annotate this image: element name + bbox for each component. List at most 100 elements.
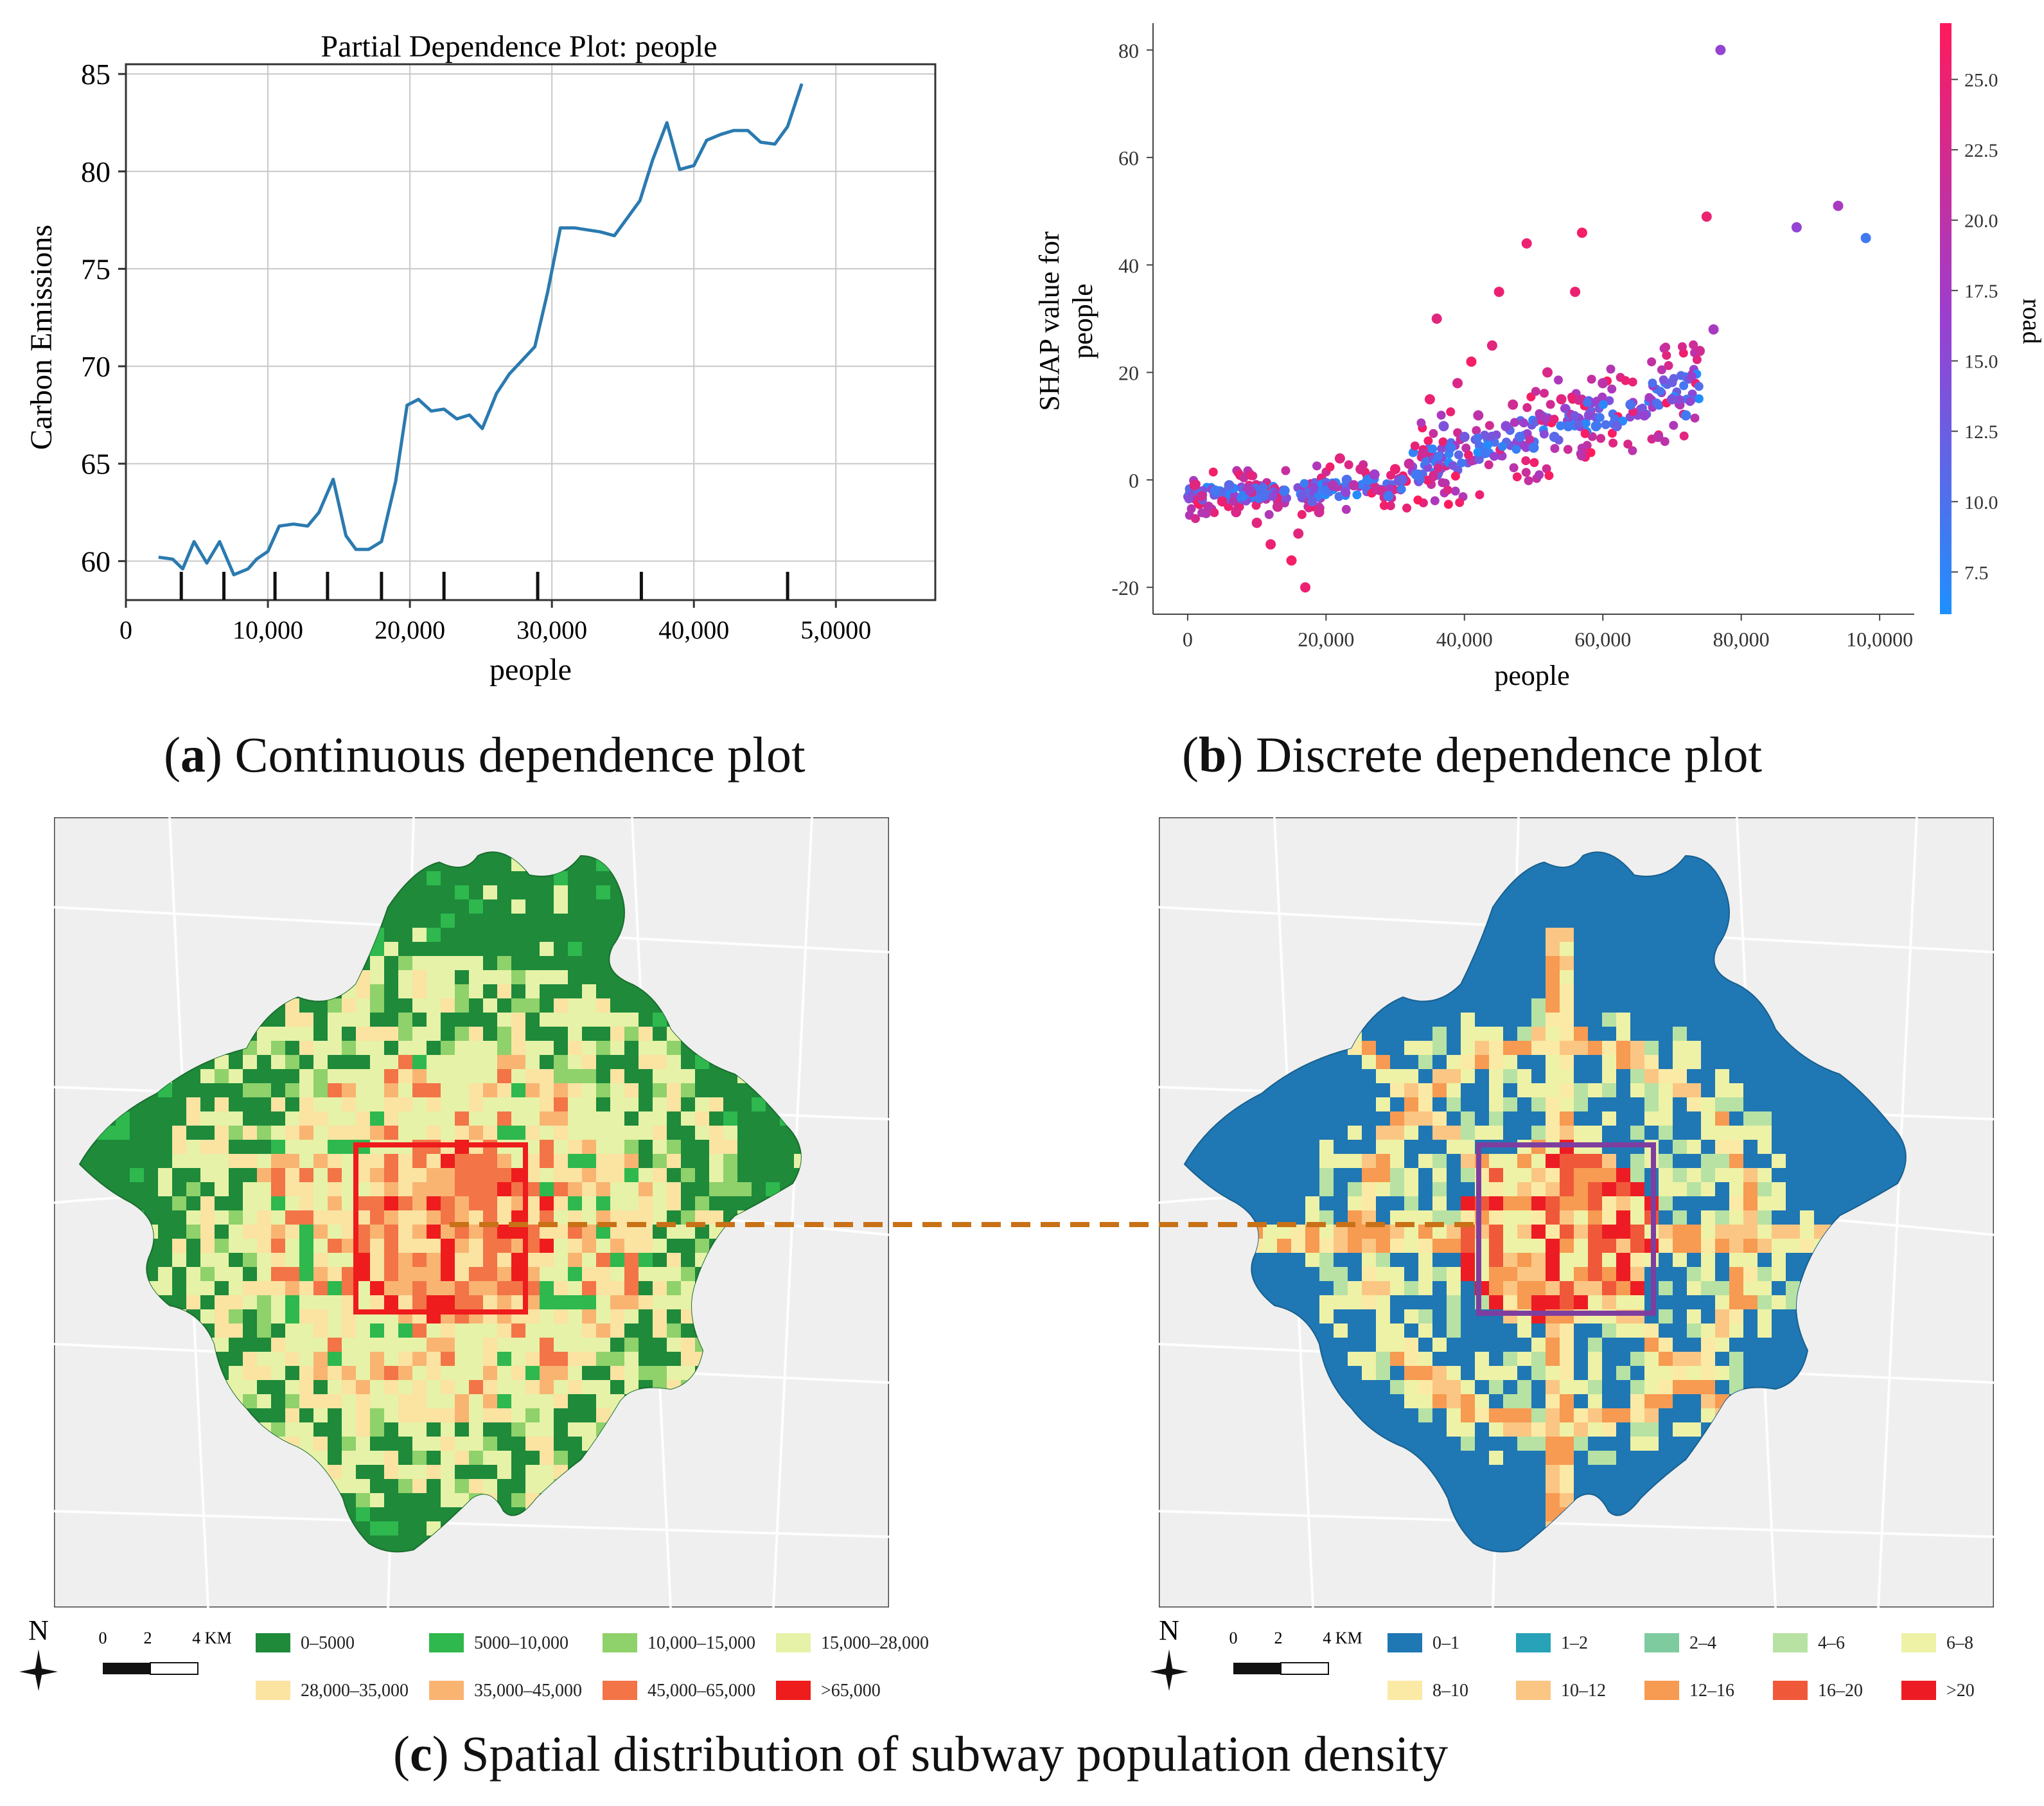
map-right-cell [1560,1422,1574,1437]
map-left-cell [511,1239,525,1253]
map-left-cell [356,1451,370,1465]
map-right-cell [1574,1239,1588,1253]
map-left-cell [540,1111,554,1126]
map-left-cell [243,1239,257,1253]
shap-point [1598,378,1608,389]
shap-point [1531,387,1540,396]
map-left-cell [356,1083,370,1097]
map-left-cell [653,1126,667,1140]
map-left-cell [469,1154,483,1168]
map-left-cell [356,1239,370,1253]
legend-swatch [429,1681,464,1700]
map-left-cell [582,1140,596,1154]
map-right-cell [1461,1140,1475,1154]
shap-point [1475,490,1485,500]
shap-point [1701,211,1712,222]
map-left-cell [342,1182,356,1196]
map-left-cell [370,1196,384,1210]
map-left-cell [299,1422,313,1437]
shap-point [1508,399,1519,410]
map-left-cell [398,1253,412,1267]
map-right-cell [1277,1225,1291,1239]
map-left-cell [356,998,370,1013]
map-left-cell [172,1196,186,1210]
map-left-cell [639,1196,653,1210]
map-left-cell [455,1324,469,1338]
shap-point [1611,421,1622,432]
map-left-cell [186,1097,200,1111]
map-left-cell [525,1196,540,1210]
map-right-cell [1376,1225,1390,1239]
map-left-cell [525,1352,540,1366]
legend-swatch [776,1633,811,1652]
shap-point [1560,403,1569,413]
map-right-cell [1461,1422,1475,1437]
pdp-y-axis-label: Carbon Emissions [24,225,58,450]
map-right-cell [1362,1295,1376,1309]
map-left-cell [568,1111,582,1126]
map-right-cell [1531,1239,1546,1253]
map-left-cell [427,1182,441,1196]
map-left-cell [229,1267,243,1281]
map-left-cell [370,1408,384,1422]
map-left-cell [398,1465,412,1479]
map-right-cell [1729,1196,1743,1210]
map-left-cell [398,1394,412,1408]
map-left-cell [681,1168,695,1182]
map-right-cell [1334,1295,1348,1309]
map-left-cell [215,1154,229,1168]
map-right-cell [1503,1154,1517,1168]
map-left-cell [568,1196,582,1210]
map-right-cell [1659,1394,1673,1408]
map-right-cell [1574,1210,1588,1225]
map-left-cell [356,1281,370,1295]
map-left-cell [667,1253,681,1267]
map-left-cell [695,1126,709,1140]
map-left-cell [610,1097,624,1111]
map-left-cell [342,1013,356,1027]
map-left-cell [639,1182,653,1196]
map-right-cell [1560,1338,1574,1352]
map-left-cell [427,956,441,970]
map-right-cell [1729,1309,1743,1324]
map-right-cell [1729,1281,1743,1295]
map-left-cell [554,1267,568,1281]
shap-point [1652,398,1661,408]
shap-colorbar-ticks: 7.510.012.515.017.520.022.525.0 [1951,70,1998,583]
map-left-cell [370,1069,384,1083]
map-left-cell [554,1451,568,1465]
map-right-cell [1546,942,1560,956]
map-left-cell [610,1182,624,1196]
map-left-cell [356,1027,370,1041]
map-right-cell [1800,1210,1814,1225]
map-left-cell [540,1069,554,1083]
map-left-cell [285,1295,299,1309]
map-left-cell [568,1366,582,1380]
pdp-x-tick-label: 20,000 [374,615,445,644]
map-left-cell [328,1041,342,1055]
map-left-cell [356,1507,370,1521]
map-right-cell [1560,1352,1574,1366]
shap-point [1570,411,1580,420]
map-right-cell [1418,1352,1432,1366]
map-left-cell [667,1338,681,1352]
map-right-cell [1758,1126,1772,1140]
map-left-cell [497,1041,511,1055]
map-left-cell [639,1295,653,1309]
map-left-cell [384,1210,398,1225]
map-left-cell [653,1281,667,1295]
caption-c: (c) Spatial distribution of subway popul… [393,1726,1449,1782]
map-left-cell [568,1126,582,1140]
map-right-cell [1687,1055,1701,1069]
map-left-cell [398,1281,412,1295]
map-right-cell [1489,1451,1503,1465]
map-right-cell [1574,1182,1588,1196]
map-left-cell [356,1493,370,1507]
map-right-cell [1489,1196,1503,1210]
map-left-cell [412,1281,427,1295]
map-left-cell [384,1225,398,1239]
map-left-cell [639,1210,653,1225]
map-left-cell [596,1140,610,1154]
map-right-cell [1560,1465,1574,1479]
scale-label-4-right: 4 KM [1323,1629,1362,1647]
